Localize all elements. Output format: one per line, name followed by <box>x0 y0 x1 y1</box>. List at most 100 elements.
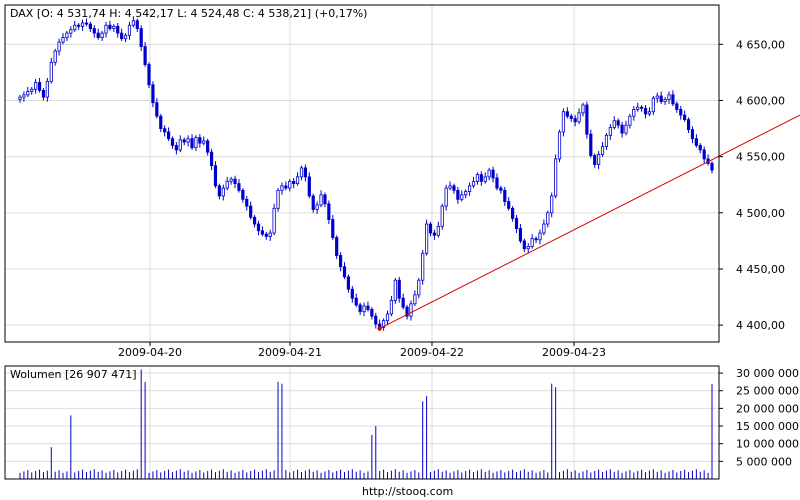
candle-body <box>530 238 534 247</box>
candle-body <box>557 131 562 160</box>
candle-body <box>84 22 89 25</box>
candle-body <box>471 180 476 187</box>
candle-body <box>569 115 573 119</box>
candle-body <box>600 146 605 155</box>
candle-body <box>522 240 526 250</box>
candle-body <box>18 96 22 100</box>
volume-y-tick-label: 30 000 000 <box>736 367 799 380</box>
candle-body <box>354 297 358 306</box>
candle-body <box>464 191 468 196</box>
candle-body <box>209 151 214 167</box>
candle-body <box>507 201 511 209</box>
candle-body <box>683 114 687 120</box>
candle-body <box>104 24 108 34</box>
candle-body <box>45 80 49 98</box>
candle-body <box>166 131 171 140</box>
candle-body <box>249 205 253 218</box>
candle-body <box>88 23 92 29</box>
candle-body <box>632 109 636 117</box>
candle-body <box>77 24 81 27</box>
price-y-tick-label: 4 400,00 <box>736 319 785 332</box>
candle-body <box>221 187 225 197</box>
volume-y-tick-label: 10 000 000 <box>736 438 799 451</box>
candle-body <box>174 145 178 151</box>
candle-body <box>335 237 339 256</box>
candle-body <box>276 189 280 209</box>
candle-body <box>80 22 85 27</box>
candle-body <box>503 189 507 202</box>
candle-body <box>518 228 523 242</box>
candle-body <box>319 194 323 206</box>
trendline-anchor <box>377 326 382 331</box>
candle-body <box>264 233 268 237</box>
candle-body <box>362 305 366 313</box>
candle-body <box>671 94 675 105</box>
chart-title: DAX [O: 4 531,74 H: 4 542,17 L: 4 524,48… <box>10 7 367 20</box>
candle-body <box>280 185 284 191</box>
candle-body <box>284 185 288 189</box>
candle-body <box>440 205 444 227</box>
candle-body <box>628 115 632 126</box>
candle-body <box>213 165 218 187</box>
candle-body <box>30 88 34 92</box>
price-x-tick-label: 2009-04-21 <box>258 346 322 359</box>
candle-body <box>534 238 538 241</box>
price-x-axis: 2009-04-20 2009-04-21 2009-04-22 2009-04-23 <box>118 342 606 359</box>
candle-body <box>448 185 452 189</box>
candle-body <box>131 20 135 26</box>
candle-body <box>374 315 378 325</box>
candle-body <box>647 111 652 115</box>
candle-body <box>612 120 616 128</box>
candle-body <box>120 32 124 40</box>
candle-body <box>194 137 198 149</box>
source-link[interactable]: http://stooq.com <box>362 485 453 498</box>
candle-body <box>292 180 296 185</box>
candle-body <box>694 138 698 146</box>
candle-body <box>604 134 609 147</box>
candle-body <box>424 223 429 254</box>
price-x-tick-label: 2009-04-23 <box>542 346 606 359</box>
candle-body <box>698 145 702 151</box>
candle-body <box>338 255 343 268</box>
candle-body <box>667 94 671 100</box>
candle-body <box>643 107 648 115</box>
candle-body <box>675 103 679 110</box>
candle-body <box>49 61 53 82</box>
candle-body <box>170 138 175 146</box>
candle-body <box>460 194 464 200</box>
candle-body <box>655 95 659 99</box>
candle-body <box>151 84 155 104</box>
candle-body <box>636 106 640 110</box>
candle-body <box>389 300 394 315</box>
candle-body <box>147 64 151 86</box>
volume-panel-frame <box>4 365 720 480</box>
candle-body <box>331 219 335 238</box>
candle-body <box>597 154 601 165</box>
price-y-tick-label: 4 450,00 <box>736 263 785 276</box>
candle-body <box>608 127 612 136</box>
candle-body <box>495 177 499 189</box>
candle-body <box>366 305 370 310</box>
candle-body <box>511 207 515 219</box>
candle-body <box>409 303 413 317</box>
candle-body <box>554 158 558 197</box>
candle-body <box>640 106 644 109</box>
candle-body <box>538 232 542 241</box>
candle-body <box>327 203 331 220</box>
candle-body <box>561 111 566 133</box>
volume-y-tick-label: 5 000 000 <box>736 455 792 468</box>
candle-body <box>37 82 42 91</box>
candle-body <box>65 32 69 38</box>
candle-body <box>202 140 206 144</box>
candle-body <box>589 133 593 156</box>
candle-body <box>381 320 386 328</box>
candle-body <box>479 174 483 182</box>
candle-body <box>651 97 655 113</box>
candle-body <box>585 104 589 135</box>
volume-y-tick-label: 25 000 000 <box>736 385 799 398</box>
candle-body <box>311 195 315 210</box>
volume-y-axis: 5 000 000 10 000 000 15 000 000 20 000 000 2… <box>719 367 799 468</box>
candle-body <box>96 32 100 38</box>
candle-body <box>53 50 57 63</box>
volume-bars <box>19 369 713 479</box>
